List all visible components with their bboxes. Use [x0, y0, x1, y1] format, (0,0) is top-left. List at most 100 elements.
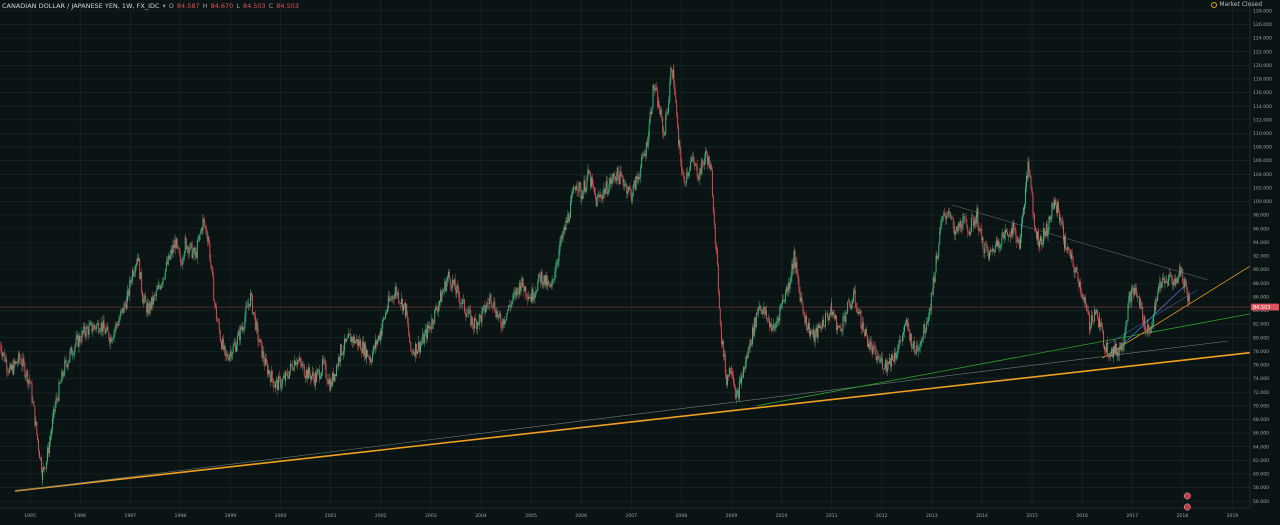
- candle-body: [299, 358, 300, 360]
- candle-body: [1166, 281, 1167, 283]
- candle-body: [999, 246, 1000, 248]
- candle-body: [628, 187, 629, 191]
- candle-body: [1148, 325, 1149, 332]
- candle-body: [799, 288, 800, 290]
- candle-body: [235, 343, 236, 351]
- candle-body: [956, 227, 957, 231]
- candle-body: [188, 247, 189, 254]
- candle-body: [238, 331, 239, 336]
- candle-body: [91, 322, 92, 331]
- candle-body: [241, 327, 242, 330]
- candle-body: [1100, 323, 1101, 327]
- candle-body: [219, 322, 220, 331]
- candle-body: [699, 169, 700, 180]
- symbol-header[interactable]: CANADIAN DOLLAR / JAPANESE YEN, 1W, FX_I…: [0, 0, 299, 12]
- candle-body: [1056, 205, 1057, 213]
- candle-body: [535, 292, 536, 293]
- candle-body: [857, 308, 858, 313]
- candle-body: [1139, 300, 1140, 306]
- candle-body: [762, 310, 763, 314]
- candle-body: [755, 318, 756, 328]
- candle-body: [1120, 347, 1121, 350]
- x-tick-label: 2011: [826, 513, 838, 519]
- candle-body: [107, 327, 108, 332]
- candle-body: [366, 350, 367, 358]
- candle-body: [368, 357, 369, 358]
- candle-body: [456, 285, 457, 293]
- candle-body: [1080, 282, 1081, 292]
- candle-body: [788, 283, 789, 290]
- candle-body: [403, 304, 404, 310]
- candle-body: [596, 197, 597, 206]
- candle-body: [40, 458, 41, 459]
- candle-body: [435, 307, 436, 309]
- candle-body: [634, 181, 635, 186]
- candle-body: [915, 351, 916, 353]
- symbol-title[interactable]: CANADIAN DOLLAR / JAPANESE YEN, 1W, FX_I…: [2, 2, 160, 10]
- candle-body: [230, 351, 231, 355]
- candle-body: [528, 297, 529, 299]
- candle-body: [423, 334, 424, 343]
- x-tick-label: 2012: [876, 513, 888, 519]
- candle-body: [80, 341, 81, 342]
- candle-body: [189, 250, 190, 254]
- candle-body: [668, 102, 669, 104]
- candle-body: [134, 272, 135, 273]
- candle-body: [1018, 240, 1019, 241]
- candle-body: [899, 340, 900, 346]
- candle-body: [172, 250, 173, 254]
- candle-body: [765, 311, 766, 315]
- candle-body: [1099, 318, 1100, 327]
- candle-body: [483, 305, 484, 307]
- candle-body: [283, 378, 284, 379]
- candle-body: [150, 303, 151, 309]
- candle-body: [1071, 253, 1072, 258]
- candle-body: [942, 216, 943, 217]
- candle-body: [114, 331, 115, 337]
- candle-body: [734, 383, 735, 388]
- candle-body: [647, 142, 648, 146]
- candle-body: [305, 378, 306, 379]
- candle-body: [1059, 218, 1060, 220]
- candle-body: [1028, 161, 1029, 178]
- candle-body: [320, 377, 321, 379]
- candle-body: [415, 344, 416, 356]
- candle-body: [258, 327, 259, 341]
- candle-body: [489, 298, 490, 304]
- high-label: H: [203, 2, 208, 10]
- candle-body: [357, 339, 358, 346]
- candle-body: [1158, 287, 1159, 294]
- candle-body: [200, 233, 201, 235]
- candle-body: [25, 376, 26, 377]
- candle-body: [71, 347, 72, 355]
- candle-body: [190, 243, 191, 249]
- candle-body: [854, 290, 855, 294]
- candle-body: [1178, 276, 1179, 280]
- candle-body: [1063, 225, 1064, 241]
- chevron-down-icon[interactable]: ▾: [163, 2, 166, 10]
- candle-body: [1189, 295, 1190, 302]
- candle-body: [432, 319, 433, 324]
- candle-body: [463, 299, 464, 300]
- candle-body: [1004, 235, 1005, 239]
- candle-body: [1137, 297, 1138, 298]
- candle-body: [555, 272, 556, 279]
- candle-body: [507, 310, 508, 313]
- candle-body: [1105, 348, 1106, 353]
- candle-body: [1182, 269, 1183, 282]
- candle-body: [1024, 204, 1025, 209]
- candle-body: [255, 315, 256, 330]
- candle-body: [841, 328, 842, 331]
- market-status[interactable]: Market Closed: [1211, 1, 1262, 8]
- candle-body: [301, 362, 302, 366]
- candle-body: [1061, 222, 1062, 223]
- candle-body: [1089, 329, 1090, 330]
- candle-body: [603, 189, 604, 194]
- candle-body: [895, 353, 896, 358]
- candle-body: [518, 289, 519, 294]
- candle-body: [1136, 288, 1137, 297]
- candle-body: [674, 84, 675, 95]
- candle-body: [117, 323, 118, 324]
